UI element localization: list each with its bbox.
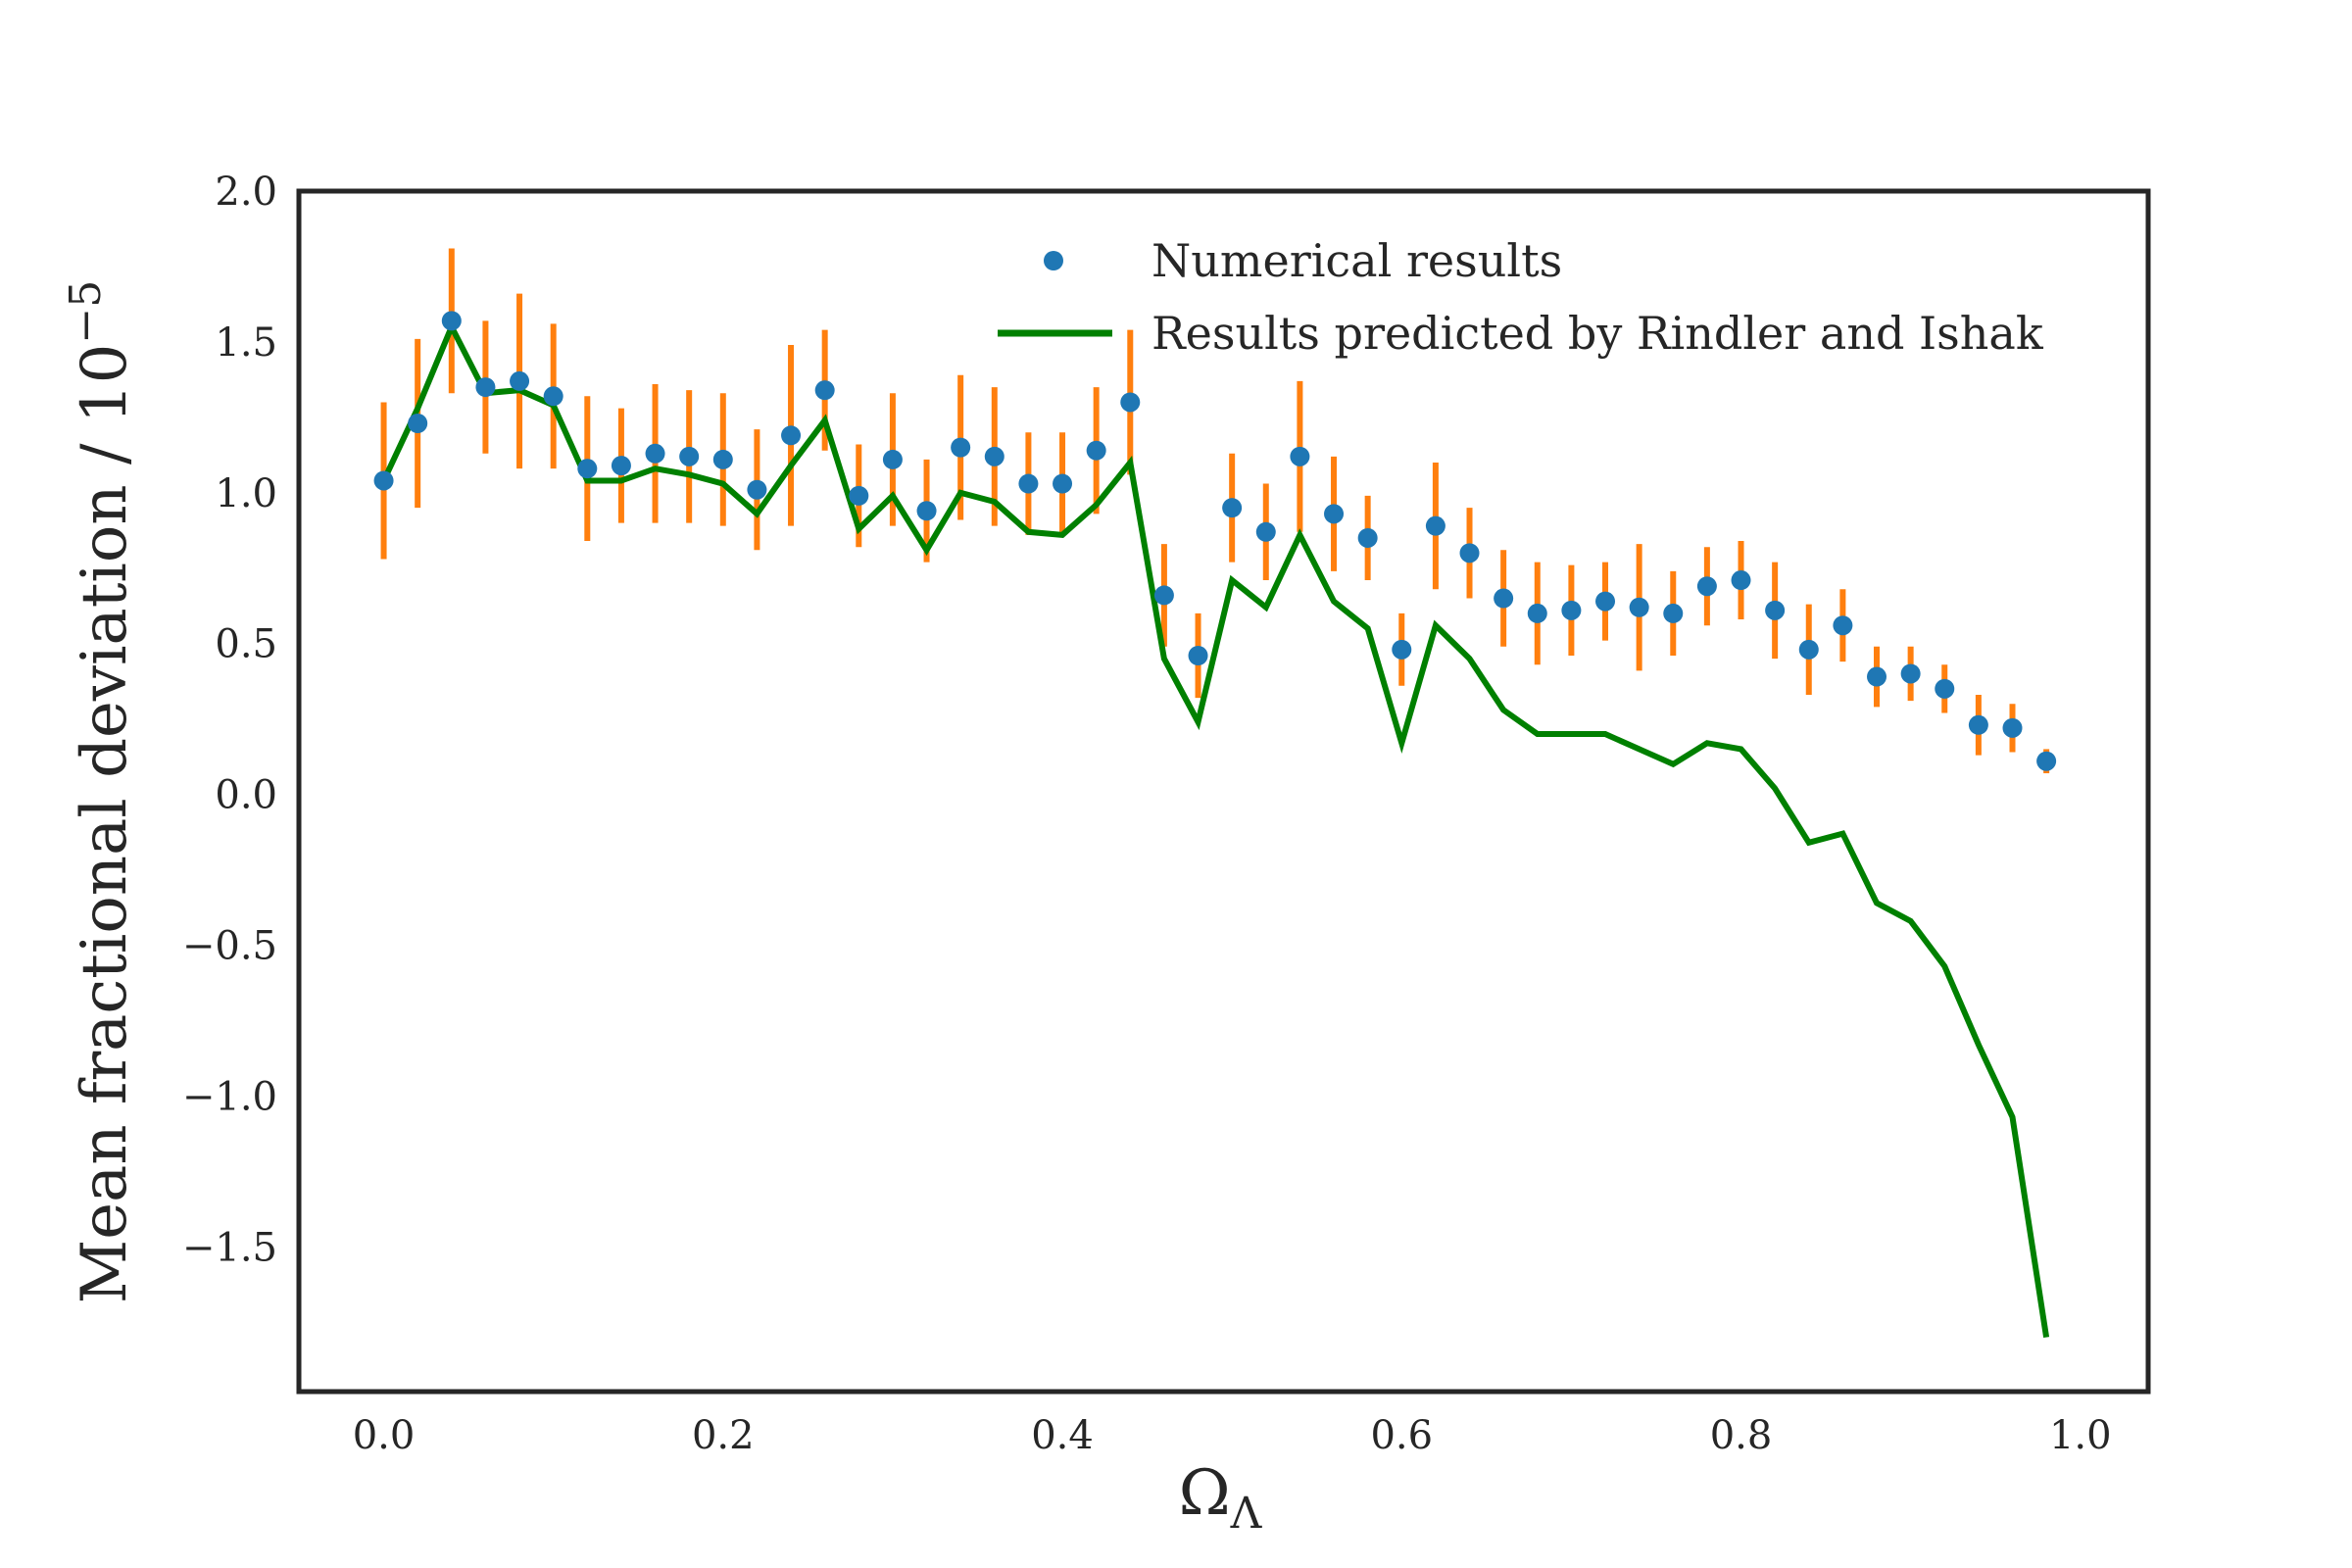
data-point (1595, 591, 1616, 612)
data-point (645, 443, 665, 464)
data-point (2036, 751, 2057, 771)
data-point (373, 470, 394, 491)
data-point (1392, 639, 1412, 660)
data-point (1290, 446, 1310, 466)
data-point (1731, 570, 1751, 591)
data-point (1663, 603, 1684, 623)
x-tick-label: 1.0 (2049, 1413, 2112, 1458)
data-point (1357, 527, 1378, 548)
x-axis-label-main: Ω (1179, 1457, 1231, 1530)
y-tick-label: 1.5 (215, 320, 277, 366)
x-tick-label: 0.4 (1031, 1413, 1094, 1458)
y-tick-label: 1.0 (215, 471, 277, 516)
data-point (510, 370, 530, 391)
x-axis-label: ΩΛ (1179, 1457, 1263, 1539)
y-axis-label: Mean fractional deviation / 10−5 (61, 280, 141, 1303)
data-point (1765, 600, 1786, 620)
y-tick-label: 0.0 (215, 773, 277, 818)
data-point (1222, 498, 1243, 518)
data-point (1324, 504, 1345, 524)
legend-label-predicted: Results predicted by Rindler and Ishak (1152, 307, 2044, 360)
y-tick-label: −1.5 (182, 1225, 277, 1270)
data-point (814, 380, 835, 401)
y-axis-label-main: Mean fractional deviation / 10 (69, 344, 141, 1304)
data-point (577, 459, 598, 479)
x-tick-label: 0.0 (353, 1413, 416, 1458)
data-point (543, 386, 564, 407)
data-point (1053, 473, 1073, 494)
data-point (747, 479, 767, 500)
y-tick-label: 2.0 (215, 170, 277, 215)
data-point (1425, 515, 1446, 536)
legend-marker-numerical (1044, 251, 1063, 270)
axes-frame (296, 188, 2151, 1395)
data-point (1527, 603, 1547, 623)
series-line-predicted (380, 319, 2050, 1339)
data-point (1900, 663, 1921, 684)
data-point (1188, 645, 1208, 665)
data-point (1867, 666, 1887, 687)
y-tick-label: −1.0 (182, 1074, 277, 1119)
data-point (2002, 717, 2023, 738)
data-point (781, 425, 802, 446)
data-point (1255, 521, 1276, 542)
data-point (1459, 543, 1480, 564)
data-point (441, 311, 462, 331)
legend: Numerical results Results predicted by R… (998, 234, 2044, 360)
data-point (1120, 392, 1141, 413)
legend-label-numerical: Numerical results (1152, 234, 1562, 287)
data-point (1629, 597, 1649, 617)
data-point (1018, 473, 1039, 494)
tick-labels: 0.0 0.2 0.4 0.6 0.8 1.0 2.0 1.5 1.0 0.5 0.0 −0.5 −1.… (182, 170, 2112, 1458)
data-point (916, 501, 937, 521)
data-point (679, 446, 700, 466)
y-tick-label: 0.5 (215, 622, 277, 667)
x-tick-label: 0.8 (1710, 1413, 1773, 1458)
data-point (1696, 576, 1717, 597)
data-point (408, 413, 428, 433)
data-point (951, 437, 971, 458)
y-tick-label: −0.5 (182, 923, 277, 968)
data-point (1086, 440, 1106, 461)
data-point (984, 446, 1004, 466)
data-point (1935, 678, 1955, 699)
data-point (1968, 714, 1988, 735)
data-point (882, 449, 903, 469)
data-point (1798, 639, 1819, 660)
data-point (1561, 600, 1582, 620)
y-axis-label-exponent: −5 (61, 280, 111, 344)
data-point (1494, 588, 1514, 609)
data-point (712, 449, 733, 469)
x-tick-label: 0.6 (1370, 1413, 1433, 1458)
x-tick-label: 0.2 (692, 1413, 755, 1458)
x-axis-label-subscript: Λ (1230, 1489, 1263, 1539)
plot-area (373, 248, 2057, 1339)
data-point (611, 456, 631, 476)
data-point (475, 377, 496, 398)
data-point (849, 485, 869, 506)
data-point (1153, 585, 1174, 606)
data-point (1833, 615, 1853, 636)
